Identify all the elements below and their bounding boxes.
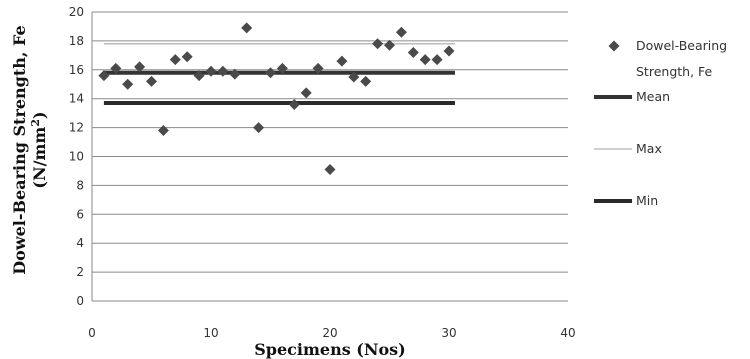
data-point <box>169 54 181 66</box>
gridlines <box>92 11 568 273</box>
data-point <box>205 65 217 77</box>
y-tick-label: 6 <box>76 207 84 221</box>
x-tick-label: 10 <box>203 326 218 340</box>
data-point <box>372 38 384 50</box>
data-points <box>98 22 455 176</box>
axes <box>91 12 568 302</box>
data-point <box>336 55 348 67</box>
data-point <box>265 67 276 79</box>
data-point <box>98 70 110 82</box>
data-point <box>312 62 324 74</box>
legend: Dowel-Bearing Strength, Fe Mean Max Min <box>594 38 727 208</box>
data-point <box>348 71 360 83</box>
data-point <box>193 70 205 82</box>
data-point <box>122 78 134 90</box>
data-point <box>407 46 419 58</box>
data-point <box>181 51 193 63</box>
data-point <box>110 62 122 74</box>
data-point <box>431 54 443 66</box>
data-point <box>157 124 169 136</box>
legend-label: Max <box>636 141 662 156</box>
y-tick-label: 8 <box>76 178 84 192</box>
x-tick-label: 30 <box>441 326 456 340</box>
x-axis-title: Specimens (Nos) <box>254 340 406 359</box>
x-tick-label: 20 <box>322 326 337 340</box>
data-point <box>276 62 288 74</box>
legend-label: Min <box>636 193 658 208</box>
legend-label: Dowel-Bearing <box>636 38 727 53</box>
data-point <box>419 54 431 66</box>
y-axis-title-line1: Dowel-Bearing Strength, Fe <box>10 25 29 274</box>
data-point <box>384 39 395 51</box>
data-point <box>324 164 336 176</box>
y-axis-title-line2: (N/mm2) <box>29 111 49 188</box>
data-point <box>395 26 407 38</box>
data-point <box>300 87 312 99</box>
x-tick-label: 0 <box>88 326 96 340</box>
tick-labels: 0 2 4 6 8 10 12 14 16 18 20 0 10 20 30 40 <box>69 5 576 340</box>
summary-lines <box>103 43 455 106</box>
data-point <box>443 45 455 57</box>
legend-marker-diamond <box>608 40 620 52</box>
data-point <box>146 75 157 87</box>
data-point <box>288 98 300 110</box>
legend-label: Strength, Fe <box>636 64 713 79</box>
x-tick-label: 40 <box>560 326 575 340</box>
y-tick-label: 12 <box>69 121 84 135</box>
legend-label: Mean <box>636 89 670 104</box>
y-tick-label: 16 <box>69 63 84 77</box>
y-tick-label: 14 <box>69 92 84 106</box>
y-tick-label: 2 <box>76 265 84 279</box>
data-point <box>134 61 146 73</box>
y-tick-label: 10 <box>69 150 84 164</box>
data-point <box>360 75 372 87</box>
data-point <box>241 22 253 34</box>
data-point <box>253 122 265 134</box>
y-tick-label: 20 <box>69 5 84 19</box>
y-tick-label: 0 <box>76 294 84 308</box>
y-tick-label: 4 <box>76 236 84 250</box>
data-point <box>229 68 241 80</box>
data-point <box>217 65 229 77</box>
y-tick-label: 18 <box>69 34 84 48</box>
